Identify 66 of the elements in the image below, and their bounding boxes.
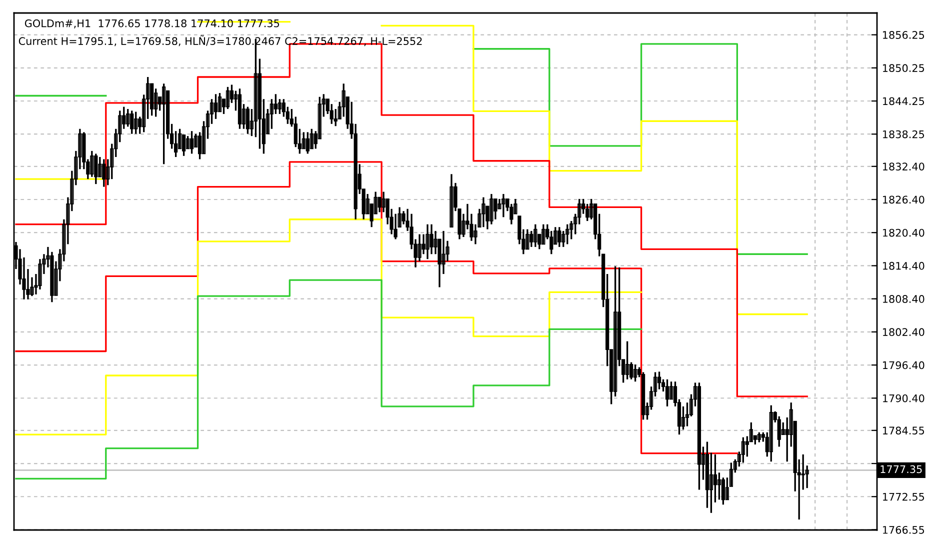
candlestick (394, 213, 398, 240)
candlestick (769, 404, 773, 462)
candlestick (190, 130, 194, 155)
candlestick (717, 472, 721, 500)
candlestick (542, 223, 546, 246)
candlestick (665, 378, 670, 408)
candlestick (450, 173, 454, 228)
y-tick-label: 1772.55 (883, 492, 924, 501)
candlestick (442, 230, 446, 275)
y-tick-label: 1790.40 (883, 394, 924, 402)
candlestick (757, 432, 761, 444)
candlestick (246, 106, 250, 135)
candlestick (681, 406, 686, 430)
candlestick (721, 476, 725, 506)
candlestick (558, 226, 562, 248)
candlestick (126, 108, 130, 128)
candlestick (134, 110, 138, 135)
candlestick (526, 228, 530, 250)
candlestick (709, 452, 714, 514)
candlestick (302, 131, 306, 150)
y-tick-label: 1784.55 (883, 426, 924, 435)
candlestick (378, 196, 382, 214)
candlestick (98, 156, 102, 178)
candlestick (669, 380, 674, 400)
y-tick-label: 1814.40 (883, 262, 924, 270)
y-tick-label: 1808.40 (883, 295, 924, 303)
candlestick (130, 110, 134, 135)
candlestick (741, 436, 745, 464)
candlestick (90, 150, 94, 178)
y-tick-label: 1856.25 (883, 31, 924, 39)
y-tick-label: 1826.40 (883, 196, 924, 204)
candlestick (494, 198, 498, 220)
ref-line-label: 1777.35 (880, 465, 922, 474)
y-tick-label: 1766.55 (883, 526, 924, 534)
candlestick (586, 203, 590, 222)
candlestick (613, 265, 618, 398)
candlestick (334, 108, 338, 127)
candlestick (490, 193, 494, 226)
y-tick-label: 1838.25 (883, 130, 924, 138)
candlestick (214, 93, 218, 120)
candlestick (162, 82, 166, 166)
candlestick (306, 131, 310, 155)
y-tick-label: 1850.25 (883, 64, 924, 72)
y-tick-label: 1796.40 (883, 361, 924, 370)
candlestick (430, 223, 434, 255)
candlestick (426, 223, 430, 260)
candlestick (566, 223, 570, 246)
y-tick-label: 1844.25 (883, 97, 924, 106)
y-tick-label: 1820.40 (883, 228, 924, 237)
candlestick (186, 135, 190, 150)
candlestick (310, 128, 314, 150)
y-tick-label: 1802.40 (883, 328, 924, 336)
y-tick-label: 1832.40 (883, 162, 924, 170)
candlestick (102, 158, 106, 188)
candlestick (278, 98, 282, 115)
candlestick (382, 190, 386, 214)
candlestick (625, 340, 630, 380)
candlestick (633, 364, 638, 382)
candlestick (482, 196, 486, 228)
candlestick (502, 193, 506, 218)
candlestick (38, 258, 42, 290)
candlestick (418, 233, 422, 262)
candlestick (534, 223, 538, 248)
candlestick (94, 152, 98, 185)
candlestick (226, 86, 230, 110)
candlestick (777, 416, 781, 448)
